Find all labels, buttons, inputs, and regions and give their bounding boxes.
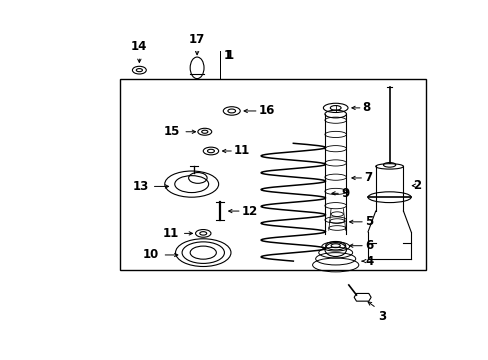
- Text: 5: 5: [364, 215, 372, 228]
- Text: 14: 14: [131, 40, 147, 53]
- Text: 8: 8: [362, 102, 370, 114]
- Text: 16: 16: [258, 104, 275, 117]
- Text: 4: 4: [364, 255, 372, 267]
- Text: 9: 9: [341, 187, 348, 200]
- Text: 2: 2: [413, 179, 421, 192]
- Text: 13: 13: [132, 180, 148, 193]
- Text: 3: 3: [377, 310, 386, 323]
- Text: 7: 7: [364, 171, 371, 184]
- Text: 1: 1: [225, 49, 233, 62]
- Text: 15: 15: [163, 125, 180, 138]
- Text: 10: 10: [143, 248, 159, 261]
- Text: 11: 11: [234, 144, 250, 157]
- Text: 11: 11: [162, 227, 178, 240]
- Text: 1: 1: [224, 49, 232, 62]
- Bar: [120, 80, 425, 270]
- Text: 6: 6: [364, 239, 372, 252]
- Text: 12: 12: [241, 204, 258, 217]
- Text: 17: 17: [188, 32, 205, 45]
